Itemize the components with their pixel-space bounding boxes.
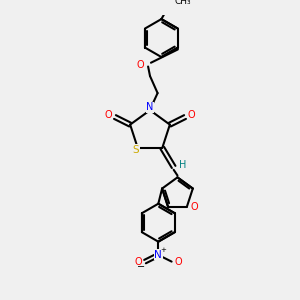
Text: S: S — [133, 145, 139, 155]
Text: N: N — [146, 102, 154, 112]
Text: O: O — [188, 110, 196, 120]
Text: O: O — [104, 110, 112, 120]
Text: −: − — [137, 262, 145, 272]
Text: H: H — [179, 160, 187, 170]
Text: +: + — [160, 247, 166, 253]
Text: N: N — [154, 250, 162, 260]
Text: O: O — [174, 256, 182, 267]
Text: CH₃: CH₃ — [175, 0, 191, 7]
Text: O: O — [137, 60, 144, 70]
Text: O: O — [191, 202, 198, 212]
Text: O: O — [135, 256, 142, 267]
